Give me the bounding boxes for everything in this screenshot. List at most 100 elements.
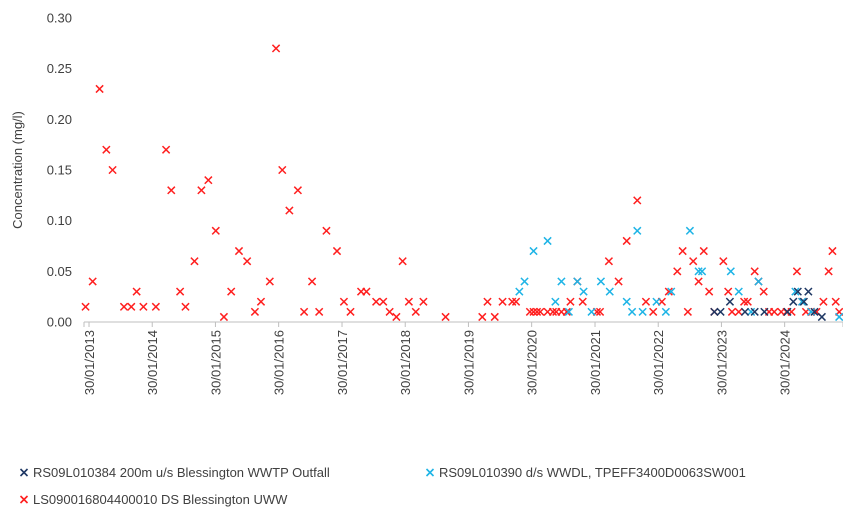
data-point [734, 307, 743, 316]
y-tick-label: 0.10 [47, 213, 72, 228]
legend-marker-icon [425, 468, 435, 477]
data-point [227, 287, 236, 296]
data-point [181, 302, 190, 311]
data-point [256, 297, 266, 306]
data-point [792, 267, 802, 276]
y-tick-label: 0.15 [47, 163, 72, 178]
data-point [652, 297, 661, 306]
data-point [190, 257, 199, 266]
data-point [478, 312, 487, 322]
data-point [831, 297, 840, 306]
data-point [362, 287, 371, 296]
data-point [807, 307, 816, 316]
data-point [197, 186, 206, 195]
y-axis-ticks: 0.00 0.05 0.10 0.15 0.20 0.25 0.30 [47, 11, 72, 330]
data-point [799, 297, 808, 306]
data-point [614, 277, 623, 286]
data-point [579, 287, 588, 296]
data-point [727, 307, 737, 316]
x-axis-ticks: 30/01/2013 30/01/2014 30/01/2015 30/01/2016… [82, 322, 843, 395]
data-point [649, 307, 658, 316]
data-point [726, 267, 735, 276]
legend-label: RS09L010384 200m u/s Blessington WWTP Ou… [33, 465, 330, 480]
data-point [673, 267, 682, 276]
data-point [411, 307, 420, 316]
data-point [536, 307, 545, 316]
data-point [299, 307, 309, 316]
x-tick-label: 30/01/2024 [778, 330, 793, 395]
data-point [719, 257, 728, 266]
data-point [750, 267, 759, 276]
data-point [108, 165, 117, 175]
data-point [791, 287, 800, 296]
x-tick-label: 30/01/2017 [335, 330, 350, 395]
data-point [508, 297, 517, 306]
data-point [605, 287, 614, 296]
data-point [641, 297, 651, 306]
data-point [685, 226, 695, 235]
data-point [525, 307, 535, 316]
data-point [710, 307, 719, 316]
data-point [529, 246, 538, 256]
data-point [596, 277, 606, 286]
x-tick-label: 30/01/2023 [714, 330, 729, 395]
data-point [167, 186, 176, 195]
x-tick-label: 30/01/2020 [525, 330, 540, 395]
legend-label: RS09L010390 d/s WWDL, TPEFF3400D0063SW00… [439, 465, 746, 480]
data-point [622, 297, 631, 306]
data-point [562, 307, 571, 316]
data-point [699, 246, 708, 256]
data-point [740, 307, 750, 316]
data-point [824, 267, 833, 276]
data-point [759, 287, 768, 296]
x-tick-label: 30/01/2016 [272, 330, 287, 395]
data-point [95, 84, 104, 94]
legend: RS09L010384 200m u/s Blessington WWTP Ou… [19, 465, 746, 507]
data-point [139, 302, 148, 311]
data-point [204, 176, 213, 185]
x-tick-label: 30/01/2022 [651, 330, 666, 395]
data-point [127, 302, 136, 311]
data-point [725, 297, 735, 306]
data-point [810, 307, 819, 316]
data-point [667, 287, 676, 296]
data-point [372, 297, 381, 306]
x-tick-label: 30/01/2018 [398, 330, 413, 395]
data-point [697, 267, 707, 276]
x-tick-label: 30/01/2015 [208, 330, 223, 395]
data-point [627, 307, 637, 316]
data-point [716, 307, 725, 316]
data-point [739, 297, 749, 306]
data-point [151, 302, 160, 311]
y-tick-label: 0.00 [47, 315, 72, 330]
data-point [81, 302, 90, 311]
x-tick-label: 30/01/2013 [82, 330, 97, 395]
data-point [683, 307, 692, 316]
data-point [285, 206, 294, 215]
legend-label: LS090016804400010 DS Blessington UWW [33, 492, 288, 507]
data-point [804, 287, 813, 296]
data-point [798, 297, 807, 306]
data-point [379, 297, 388, 306]
data-point [760, 307, 769, 316]
data-point [734, 287, 743, 296]
data-point [661, 307, 670, 316]
data-point [322, 226, 331, 235]
data-point [293, 186, 302, 195]
data-point [88, 277, 97, 286]
data-point [271, 44, 281, 53]
data-point [819, 297, 828, 306]
data-point [793, 287, 802, 296]
y-tick-label: 0.20 [47, 112, 72, 127]
data-point [490, 312, 499, 322]
data-point [633, 196, 642, 205]
data-point [346, 307, 355, 316]
data-point [828, 246, 837, 256]
data-point [265, 277, 274, 286]
data-point [132, 287, 141, 296]
x-tick-label: 30/01/2014 [145, 330, 160, 395]
legend-marker-icon [19, 468, 29, 477]
data-point [595, 307, 605, 316]
data-point [441, 312, 450, 322]
data-point [498, 297, 507, 306]
